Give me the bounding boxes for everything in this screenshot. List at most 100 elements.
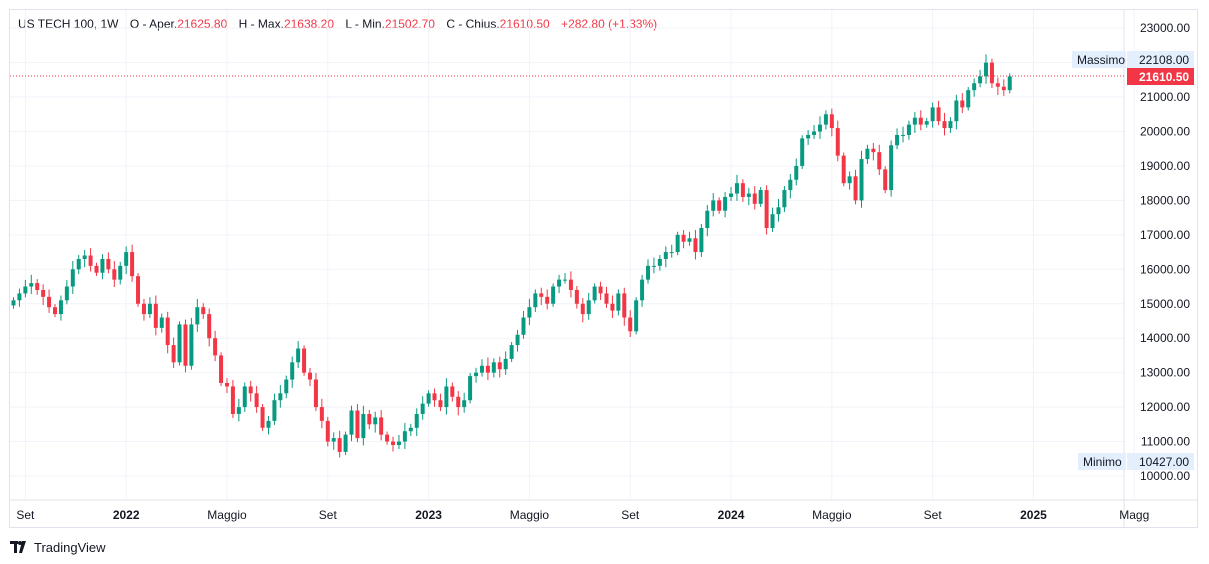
time-tick-label: Maggio xyxy=(812,508,852,522)
price-tick-label: 14000.00 xyxy=(1140,331,1190,345)
candle-body xyxy=(693,238,698,253)
candle-body xyxy=(76,258,81,270)
min-tag-label-box xyxy=(1078,453,1126,470)
time-tick-label: 2025 xyxy=(1020,508,1047,522)
candle-body xyxy=(823,114,828,125)
candle-body xyxy=(788,179,793,191)
candle-body xyxy=(942,121,947,129)
candle-body xyxy=(189,324,194,366)
candle-body xyxy=(841,155,846,184)
legend-close-label: C - Chius. xyxy=(446,17,500,31)
time-tick-label: 2022 xyxy=(113,508,140,522)
candle-body xyxy=(651,265,656,267)
price-tick-label: 19000.00 xyxy=(1140,159,1190,173)
candle-body xyxy=(313,379,318,408)
price-tick-label: 21000.00 xyxy=(1140,90,1190,104)
candle-body xyxy=(912,117,917,125)
max-tag-value-box xyxy=(1127,51,1194,68)
chart-frame xyxy=(9,9,1198,528)
candle-body xyxy=(1007,76,1012,91)
candle-body xyxy=(296,348,301,363)
candle-body xyxy=(130,252,135,277)
candle-body xyxy=(515,334,520,346)
candle-body xyxy=(989,62,994,84)
candle-body xyxy=(361,413,366,439)
candle-body xyxy=(153,303,158,328)
candle-body xyxy=(966,90,971,108)
candle-body xyxy=(859,159,864,201)
candle-body xyxy=(456,396,461,408)
candle-body xyxy=(622,293,627,318)
time-tick-label: 2024 xyxy=(718,508,745,522)
candle-body xyxy=(141,303,146,315)
candle-body xyxy=(948,121,953,129)
candle-body xyxy=(118,265,123,280)
candle-body xyxy=(479,365,484,373)
candle-body xyxy=(616,293,621,311)
time-axis[interactable]: Set 2022 Maggio Set 2023 Maggio Set 2024 Maggio S… xyxy=(16,508,1149,522)
candle-body xyxy=(35,283,40,290)
candle-body xyxy=(527,307,532,318)
time-tick-label: 2023 xyxy=(415,508,442,522)
candle-body xyxy=(236,407,241,414)
legend-symbol: US TECH 100, 1W xyxy=(18,17,119,31)
candle-body xyxy=(1001,86,1006,91)
time-tick-label: Maggio xyxy=(207,508,247,522)
candle-body xyxy=(865,148,870,160)
price-tick-label: 16000.00 xyxy=(1140,262,1190,276)
candle-body xyxy=(628,317,633,332)
candle-body xyxy=(592,286,597,301)
price-tick-label: 13000.00 xyxy=(1140,366,1190,380)
candle-body xyxy=(491,362,496,373)
candle-body xyxy=(918,117,923,125)
candle-body xyxy=(646,265,651,280)
candle-body xyxy=(906,124,911,135)
candle-body xyxy=(871,148,876,153)
candle-body xyxy=(53,307,58,315)
candle-body xyxy=(960,100,965,108)
candle-body xyxy=(806,134,811,139)
price-axis[interactable]: 10000.00 11000.00 12000.00 13000.00 14000.00… xyxy=(1140,21,1190,483)
candle-body xyxy=(147,303,152,315)
candle-body xyxy=(23,286,28,294)
candle-body xyxy=(29,283,34,287)
candle-body xyxy=(586,300,591,315)
candle-body xyxy=(634,300,639,332)
legend-change: +282.80 (+1.33%) xyxy=(561,17,658,31)
candle-body xyxy=(545,296,550,304)
max-tag-value: 22108.00 xyxy=(1139,53,1189,67)
candle-body xyxy=(201,307,206,315)
candle-body xyxy=(794,165,799,180)
candle-body xyxy=(901,134,905,136)
candle-body xyxy=(319,407,324,421)
candle-body xyxy=(379,417,384,435)
tradingview-logo[interactable]: TradingView xyxy=(10,539,106,555)
candle-body xyxy=(444,386,449,408)
candle-body xyxy=(58,300,63,315)
candle-body xyxy=(331,438,336,442)
candle-body xyxy=(302,348,307,373)
candle-body xyxy=(776,207,781,215)
candle-body xyxy=(432,393,437,401)
candle-body xyxy=(183,324,188,366)
candle-body xyxy=(213,338,218,356)
candles xyxy=(11,54,1012,458)
candle-body xyxy=(877,152,882,170)
candle-body xyxy=(402,431,407,442)
candle-body xyxy=(853,176,858,201)
candle-body xyxy=(883,169,888,191)
legend-low-value: 21502.70 xyxy=(384,17,435,31)
candle-body xyxy=(580,303,585,315)
candle-body xyxy=(669,252,674,254)
legend-high-value: 21638.20 xyxy=(283,17,334,31)
candle-body xyxy=(557,279,562,287)
candle-body xyxy=(746,193,751,197)
last-price-tag-box xyxy=(1127,68,1194,85)
candle-body xyxy=(219,355,224,383)
candle-body xyxy=(509,345,514,359)
candle-body xyxy=(414,413,419,428)
candle-body xyxy=(70,269,75,287)
candle-body xyxy=(159,317,164,328)
grid-lines xyxy=(10,10,1135,500)
